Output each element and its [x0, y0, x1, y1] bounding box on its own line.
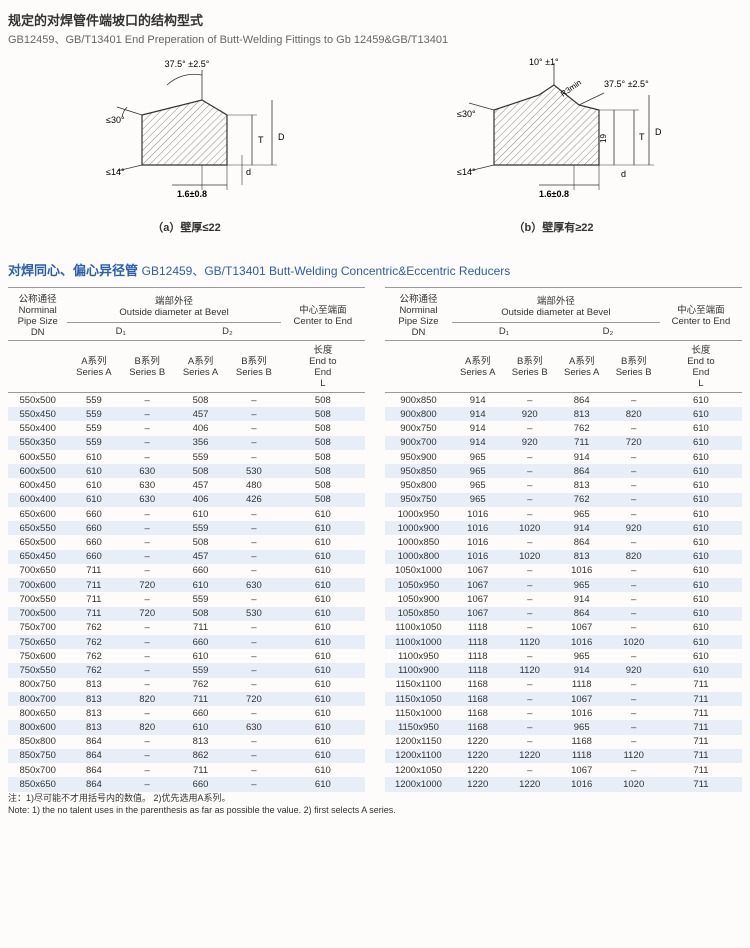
table-row: 900x750914–762–610 [385, 421, 742, 435]
diagram-a: 37.5° ±2.5° ≤30° ≤14° T D 1.6±0.8 d （a）壁… [82, 55, 292, 235]
table-row: 700x500711720508530610 [8, 607, 365, 621]
table-row: 700x550711–559–610 [8, 592, 365, 606]
svg-text:≤14°: ≤14° [106, 167, 125, 177]
table-row: 850x800864–813–610 [8, 735, 365, 749]
table-row: 950x800965–813–610 [385, 478, 742, 492]
diagram-b: 10° ±1° 37.5° ±2.5° R3min ≤30° ≤14° 19 T… [439, 55, 669, 235]
svg-text:≤30°: ≤30° [106, 115, 125, 125]
table-row: 600x400610630406426508 [8, 493, 365, 507]
table-row: 600x500610630508530508 [8, 464, 365, 478]
reducer-table-right: 公称通径NorminalPipe SizeDN 端部外径Outside diam… [385, 287, 742, 792]
svg-text:1.6±0.8: 1.6±0.8 [177, 189, 207, 199]
svg-text:10° ±1°: 10° ±1° [529, 57, 559, 67]
diagram-a-label: （a）壁厚≤22 [82, 219, 292, 235]
svg-text:D: D [278, 132, 285, 142]
page-title-zh: 规定的对焊管件端坡口的结构型式 [8, 10, 742, 29]
table-row: 900x800914920813820610 [385, 407, 742, 421]
table-row: 1100x10501118–1067–610 [385, 621, 742, 635]
table-row: 1050x9501067–965–610 [385, 578, 742, 592]
svg-text:37.5° ±2.5°: 37.5° ±2.5° [164, 59, 209, 69]
table-row: 650x500660–508–610 [8, 535, 365, 549]
svg-text:d: d [621, 169, 626, 179]
table-row: 700x600711720610630610 [8, 578, 365, 592]
table-row: 900x700914920711720610 [385, 436, 742, 450]
table-row: 650x550660–559–610 [8, 521, 365, 535]
table-row: 1000x8501016–864–610 [385, 535, 742, 549]
table-row: 550x500559–508–508 [8, 393, 365, 408]
table-row: 800x750813–762–610 [8, 678, 365, 692]
svg-text:≤30°: ≤30° [457, 109, 476, 119]
table-row: 1200x10501220–1067–711 [385, 763, 742, 777]
table-row: 650x450660–457–610 [8, 550, 365, 564]
svg-text:19: 19 [599, 134, 608, 143]
table-row: 900x850914–864–610 [385, 393, 742, 408]
svg-text:D: D [655, 127, 662, 137]
table-row: 1000x9501016–965–610 [385, 507, 742, 521]
table-row: 1150x10001168–1016–711 [385, 706, 742, 720]
table-row: 1150x9501168–965–711 [385, 720, 742, 734]
table-row: 1150x10501168–1067–711 [385, 692, 742, 706]
page-title-en: GB12459、GB/T13401 End Preperation of But… [8, 31, 742, 47]
table-row: 1000x80010161020813820610 [385, 550, 742, 564]
table-row: 850x750864–862–610 [8, 749, 365, 763]
table-row: 700x650711–660–610 [8, 564, 365, 578]
table-row: 1200x11501220–1168–711 [385, 735, 742, 749]
footnotes: 注：1)尽可能不才用括号内的数值。 2)优先选用A系列。 Note: 1) th… [8, 791, 742, 815]
svg-text:≤14°: ≤14° [457, 167, 476, 177]
table-row: 1100x10001118112010161020610 [385, 635, 742, 649]
reducer-table-left: 公称通径NorminalPipe SizeDN 端部外径Outside diam… [8, 287, 365, 792]
table-row: 850x700864–711–610 [8, 763, 365, 777]
table-row: 550x350559–356–508 [8, 436, 365, 450]
table-row: 750x600762–610–610 [8, 649, 365, 663]
table-row: 1100x9501118–965–610 [385, 649, 742, 663]
svg-text:T: T [639, 132, 645, 142]
table-row: 550x450559–457–508 [8, 407, 365, 421]
table-row: 800x600813820610630610 [8, 720, 365, 734]
svg-text:d: d [246, 167, 251, 177]
svg-text:37.5° ±2.5°: 37.5° ±2.5° [604, 79, 649, 89]
table-row: 1200x11001220122011181120711 [385, 749, 742, 763]
table-row: 950x900965–914–610 [385, 450, 742, 464]
table-row: 950x850965–864–610 [385, 464, 742, 478]
table-row: 1000x90010161020914920610 [385, 521, 742, 535]
tables-container: 公称通径NorminalPipe SizeDN 端部外径Outside diam… [8, 287, 742, 785]
table-row: 550x400559–406–508 [8, 421, 365, 435]
table-row: 750x700762–711–610 [8, 621, 365, 635]
table-row: 800x700813820711720610 [8, 692, 365, 706]
svg-text:R3min: R3min [558, 78, 582, 99]
table-row: 850x650864–660–610 [8, 777, 365, 792]
table-row: 600x450610630457480508 [8, 478, 365, 492]
section2-title: 对焊同心、偏心异径管 GB12459、GB/T13401 Butt-Weldin… [8, 260, 742, 279]
table-row: 1150x11001168–1118–711 [385, 678, 742, 692]
table-row: 750x550762–559–610 [8, 663, 365, 677]
diagrams-row: 37.5° ±2.5° ≤30° ≤14° T D 1.6±0.8 d （a）壁… [8, 55, 742, 235]
table-row: 1200x10001220122010161020711 [385, 777, 742, 792]
table-row: 750x650762–660–610 [8, 635, 365, 649]
diagram-b-label: （b）壁厚有≥22 [439, 219, 669, 235]
table-row: 1050x8501067–864–610 [385, 607, 742, 621]
svg-text:1.6±0.8: 1.6±0.8 [539, 189, 569, 199]
table-row: 800x650813–660–610 [8, 706, 365, 720]
table-row: 650x600660–610–610 [8, 507, 365, 521]
table-row: 950x750965–762–610 [385, 493, 742, 507]
table-row: 1050x10001067–1016–610 [385, 564, 742, 578]
svg-text:T: T [258, 135, 264, 145]
table-row: 1100x90011181120914920610 [385, 663, 742, 677]
table-row: 1050x9001067–914–610 [385, 592, 742, 606]
table-row: 600x550610–559–508 [8, 450, 365, 464]
